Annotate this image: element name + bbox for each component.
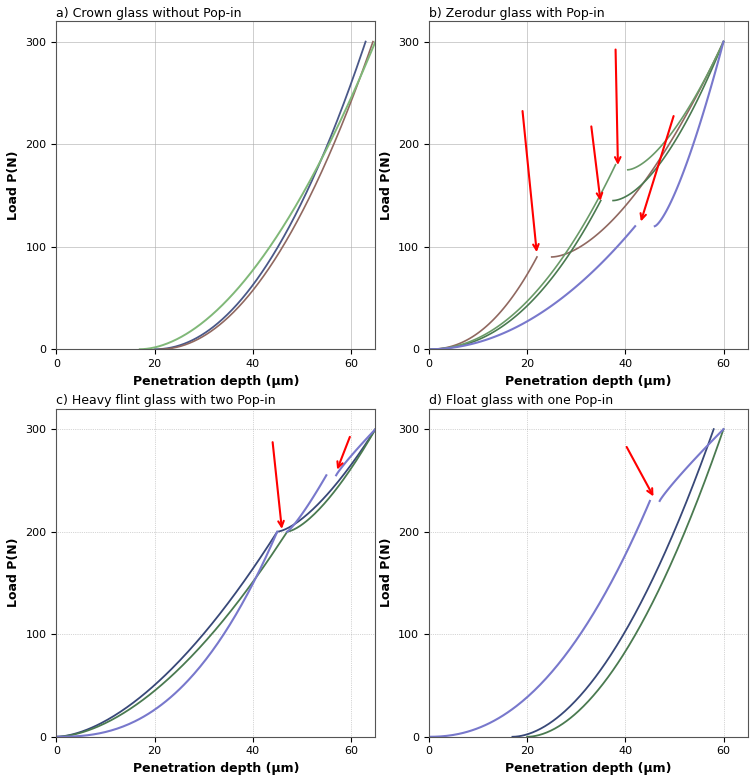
Text: c) Heavy flint glass with two Pop-in: c) Heavy flint glass with two Pop-in — [57, 394, 276, 407]
X-axis label: Penetration depth (μm): Penetration depth (μm) — [133, 762, 299, 775]
Y-axis label: Load P(N): Load P(N) — [7, 150, 20, 220]
Text: b) Zerodur glass with Pop-in: b) Zerodur glass with Pop-in — [429, 7, 605, 20]
Y-axis label: Load P(N): Load P(N) — [380, 538, 393, 608]
X-axis label: Penetration depth (μm): Penetration depth (μm) — [505, 762, 672, 775]
Y-axis label: Load P(N): Load P(N) — [380, 150, 393, 220]
X-axis label: Penetration depth (μm): Penetration depth (μm) — [505, 375, 672, 388]
Y-axis label: Load P(N): Load P(N) — [7, 538, 20, 608]
Text: d) Float glass with one Pop-in: d) Float glass with one Pop-in — [429, 394, 613, 407]
X-axis label: Penetration depth (μm): Penetration depth (μm) — [133, 375, 299, 388]
Text: a) Crown glass without Pop-in: a) Crown glass without Pop-in — [57, 7, 242, 20]
